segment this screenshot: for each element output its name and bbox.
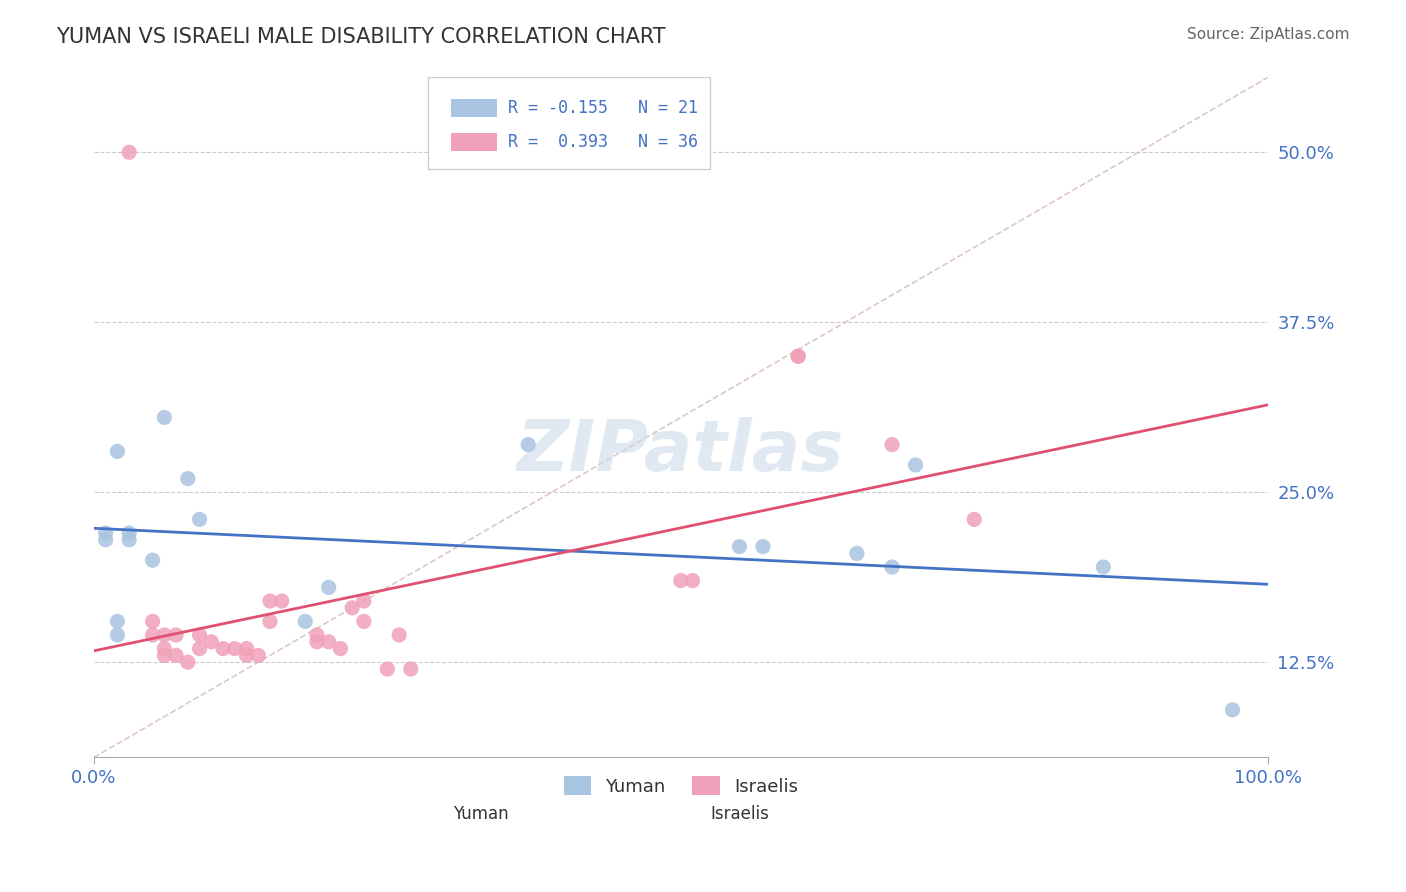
Point bbox=[318, 581, 340, 595]
Point bbox=[118, 145, 141, 160]
Point bbox=[224, 641, 246, 656]
Point bbox=[353, 615, 375, 629]
Point bbox=[305, 628, 328, 642]
Point bbox=[107, 444, 129, 458]
Point bbox=[904, 458, 927, 472]
Point bbox=[329, 641, 352, 656]
Point bbox=[880, 560, 903, 574]
Point bbox=[752, 540, 775, 554]
Point bbox=[353, 594, 375, 608]
Point bbox=[200, 635, 222, 649]
Point bbox=[94, 533, 117, 547]
Point bbox=[142, 553, 165, 567]
Point bbox=[165, 648, 187, 663]
Point bbox=[318, 635, 340, 649]
Point bbox=[399, 662, 422, 676]
Point bbox=[177, 655, 200, 669]
Point bbox=[682, 574, 704, 588]
Point bbox=[845, 546, 868, 560]
Point bbox=[259, 615, 281, 629]
Point bbox=[669, 574, 692, 588]
Point bbox=[153, 628, 176, 642]
Point bbox=[787, 349, 810, 363]
Point bbox=[270, 594, 292, 608]
Point bbox=[153, 641, 176, 656]
Point bbox=[142, 628, 165, 642]
Point bbox=[107, 628, 129, 642]
Point bbox=[153, 410, 176, 425]
Point bbox=[118, 526, 141, 541]
Point bbox=[305, 635, 328, 649]
FancyBboxPatch shape bbox=[451, 99, 498, 117]
Point bbox=[1092, 560, 1115, 574]
Point bbox=[235, 648, 257, 663]
Point bbox=[294, 615, 316, 629]
Text: YUMAN VS ISRAELI MALE DISABILITY CORRELATION CHART: YUMAN VS ISRAELI MALE DISABILITY CORRELA… bbox=[56, 27, 666, 46]
Point bbox=[94, 526, 117, 541]
Legend: Yuman, Israelis: Yuman, Israelis bbox=[557, 769, 806, 803]
Point bbox=[880, 437, 903, 451]
Point bbox=[517, 437, 540, 451]
Point bbox=[142, 615, 165, 629]
Point bbox=[188, 641, 211, 656]
Point bbox=[377, 662, 399, 676]
Point bbox=[787, 349, 810, 363]
FancyBboxPatch shape bbox=[429, 78, 710, 169]
Point bbox=[247, 648, 270, 663]
Point bbox=[963, 512, 986, 526]
Point bbox=[388, 628, 411, 642]
Point bbox=[177, 472, 200, 486]
Point bbox=[188, 512, 211, 526]
Point bbox=[153, 648, 176, 663]
Point bbox=[165, 628, 187, 642]
Text: Source: ZipAtlas.com: Source: ZipAtlas.com bbox=[1187, 27, 1350, 42]
FancyBboxPatch shape bbox=[451, 133, 498, 152]
Text: ZIPatlas: ZIPatlas bbox=[517, 417, 845, 486]
Point bbox=[728, 540, 751, 554]
Point bbox=[235, 641, 257, 656]
Point bbox=[212, 641, 235, 656]
Point bbox=[340, 600, 363, 615]
Text: R =  0.393   N = 36: R = 0.393 N = 36 bbox=[508, 133, 697, 151]
Point bbox=[188, 628, 211, 642]
Text: R = -0.155   N = 21: R = -0.155 N = 21 bbox=[508, 99, 697, 117]
Text: Yuman: Yuman bbox=[454, 805, 509, 823]
Point bbox=[259, 594, 281, 608]
Text: Israelis: Israelis bbox=[710, 805, 769, 823]
Point bbox=[1222, 703, 1244, 717]
Point bbox=[107, 615, 129, 629]
Point bbox=[118, 533, 141, 547]
